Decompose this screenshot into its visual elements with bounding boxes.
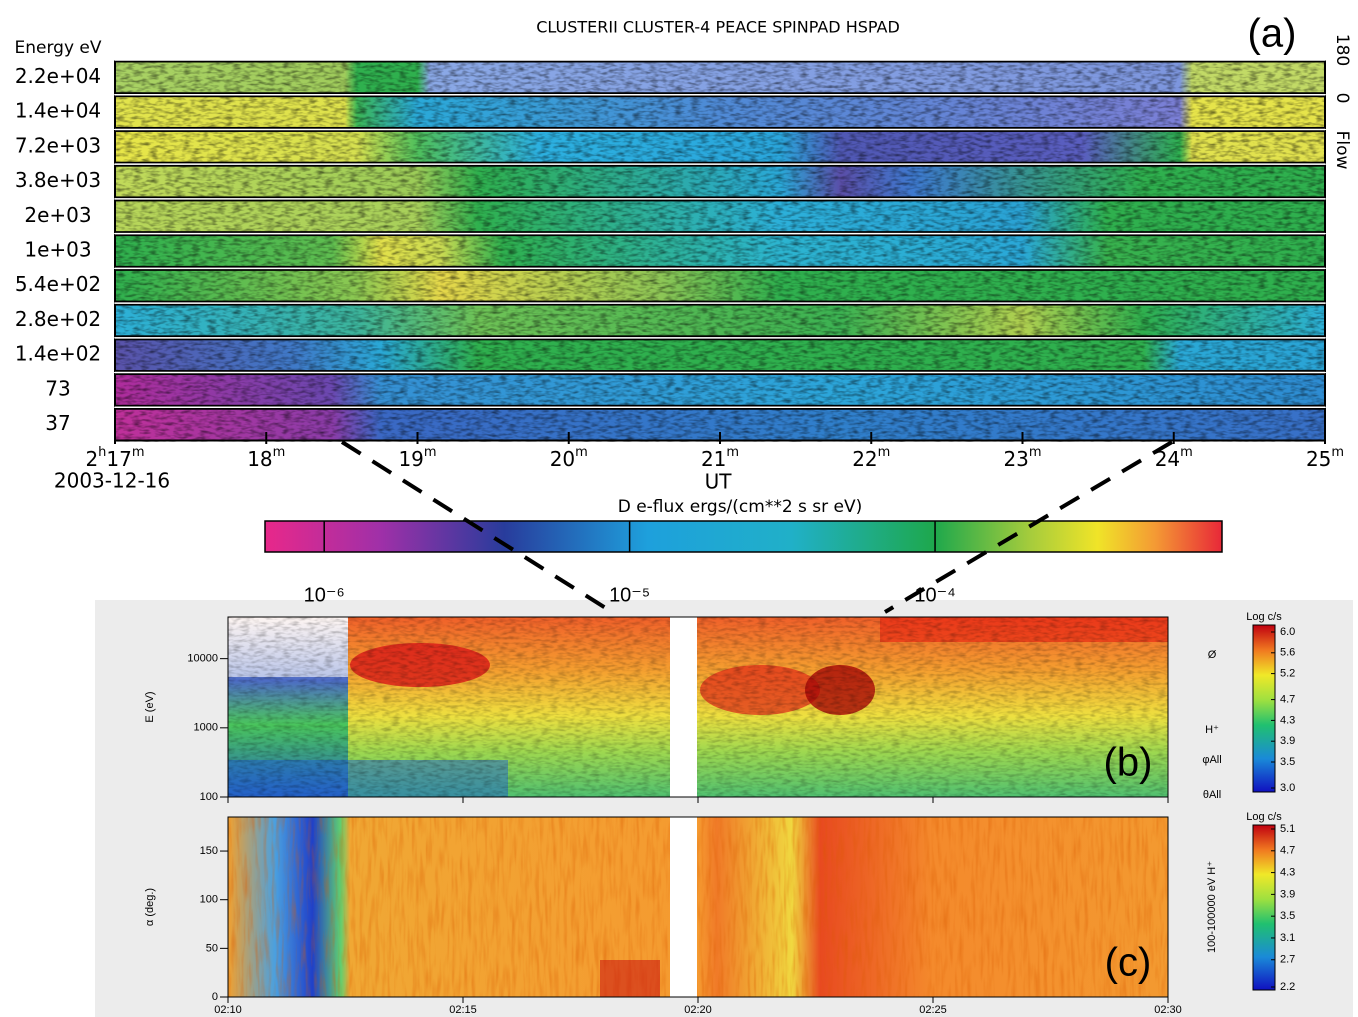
colorbar-tick-label: 10⁻⁶ [304,584,345,606]
colorbar-tick-label: 2.2 [1280,981,1295,993]
colorbar-tick-label: 4.7 [1280,694,1295,706]
colorbar-tick-label: 3.9 [1280,735,1295,747]
colorbar-tick-label: 4.7 [1280,845,1295,857]
zoom-line [883,440,1174,614]
x-tick-label: 02:10 [214,1004,242,1016]
colorbar-tick-label: 5.1 [1280,823,1295,835]
x-tick-label: 02:25 [919,1004,947,1016]
chart-title: CLUSTERII CLUSTER-4 PEACE SPINPAD HSPAD [536,18,900,37]
y-tick-label: 0 [212,991,218,1003]
colorbar-tick-label: 3.0 [1280,782,1295,794]
y-tick-label: 2e+03 [24,203,91,227]
x-tick-label: 02:15 [449,1004,477,1016]
colorbar-tick-label: 3.5 [1280,910,1295,922]
right-label: θAll [1203,789,1221,801]
panel-b-image [228,617,1168,797]
y-tick-label: 37 [45,411,70,435]
panel-c-image [228,817,1168,997]
y-axis-label: E (eV) [144,691,156,722]
y-tick-label: 5.4e+02 [15,272,101,296]
y-tick-label: 1.4e+02 [15,342,101,366]
panel-label: (a) [1248,12,1297,56]
y-tick-label: 10000 [187,653,218,665]
y-tick-label: 1.4e+04 [15,99,101,123]
x-axis-label: UT [705,470,733,494]
colorbar-c [1252,824,1276,991]
colorbar-tick-label: 3.5 [1280,756,1295,768]
x-tick-label: 02:20 [684,1004,712,1016]
colorbar-tick-label: 3.1 [1280,932,1295,944]
speckle [115,60,1325,442]
x-tick-label: 2h17m [85,445,144,471]
date: 2003-12-16 [54,469,170,493]
colorbar [264,520,1223,553]
x-tick-label: 23m [1003,445,1041,471]
colorbar-tick-label: 6.0 [1280,626,1295,638]
colorbar-title: Log c/s [1246,611,1282,623]
colorbar-tick-label: 10⁻⁵ [609,584,650,606]
x-tick-label: 19m [398,445,436,471]
right-label: H⁺ [1205,724,1219,736]
y-tick-label: 73 [45,376,70,400]
right-label: φAll [1202,754,1221,766]
x-tick-label: 18m [247,445,285,471]
right-label: 0 [1332,93,1352,104]
right-label: 100-100000 eV H⁺ [1206,861,1218,953]
y-tick-label: 100 [200,791,218,803]
colorbar-title: Log c/s [1246,811,1282,823]
x-tick-label: 20m [550,445,588,471]
y-tick-label: 3.8e+03 [15,168,101,192]
colorbar-b [1252,624,1276,793]
x-tick-label: 02:30 [1154,1004,1182,1016]
x-tick-label: 22m [852,445,890,471]
right-label: 180 [1332,34,1352,66]
panel-label: (c) [1105,941,1152,985]
colorbar-tick-label: 4.3 [1280,714,1295,726]
colorbar-tick-label: 5.2 [1280,668,1295,680]
y-tick-label: 50 [206,942,218,954]
colorbar-tick-label: 4.3 [1280,866,1295,878]
colorbar-tick-label: 2.7 [1280,954,1295,966]
y-axis-label: α (deg.) [144,888,156,926]
colorbar-tick-label: 10⁻⁴ [914,584,955,606]
x-tick-label: 25m [1306,445,1344,471]
x-tick-label: 21m [701,445,739,471]
y-tick-label: 7.2e+03 [15,133,101,157]
panel-label: (b) [1104,741,1153,785]
right-label: Flow [1332,131,1352,170]
y-tick-label: 1000 [194,722,218,734]
colorbar-tick-label: 5.6 [1280,647,1295,659]
colorbar-tick-label: 3.9 [1280,888,1295,900]
right-label: Ø [1208,649,1217,661]
colorbar-title: D e-flux ergs/(cm**2 s sr eV) [618,497,863,517]
y-tick-label: 100 [200,894,218,906]
zoom-line [340,440,614,614]
y-tick-label: 2.2e+04 [15,64,101,88]
y-axis-label: Energy eV [14,38,101,58]
y-tick-label: 1e+03 [24,238,91,262]
y-tick-label: 2.8e+02 [15,307,101,331]
y-tick-label: 150 [200,845,218,857]
x-tick-label: 24m [1155,445,1193,471]
